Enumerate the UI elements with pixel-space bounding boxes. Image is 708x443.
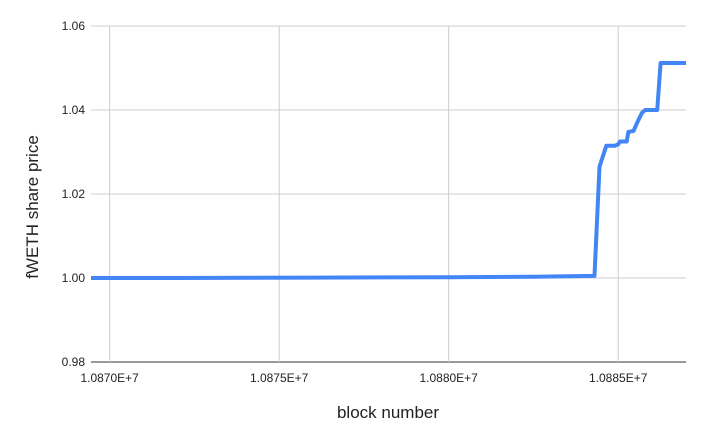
y-tick-label: 0.98 <box>62 355 86 369</box>
y-tick-label: 1.06 <box>62 19 86 33</box>
y-tick-label: 1.02 <box>62 187 86 201</box>
x-tick-label: 1.0875E+7 <box>250 371 309 385</box>
y-tick-label: 1.00 <box>62 271 86 285</box>
x-tick-label: 1.0880E+7 <box>419 371 478 385</box>
series-layer <box>91 61 686 280</box>
y-tick-labels: 0.98 1.00 1.02 1.04 1.06 <box>62 19 86 369</box>
y-axis-title: fWETH share price <box>23 135 42 279</box>
series-line <box>91 61 686 280</box>
x-tick-labels: 1.0870E+7 1.0875E+7 1.0880E+7 1.0885E+7 <box>80 371 647 385</box>
y-tick-label: 1.04 <box>62 103 86 117</box>
x-axis-title: block number <box>337 403 439 422</box>
x-tick-label: 1.0870E+7 <box>80 371 139 385</box>
x-tick-label: 1.0885E+7 <box>589 371 648 385</box>
